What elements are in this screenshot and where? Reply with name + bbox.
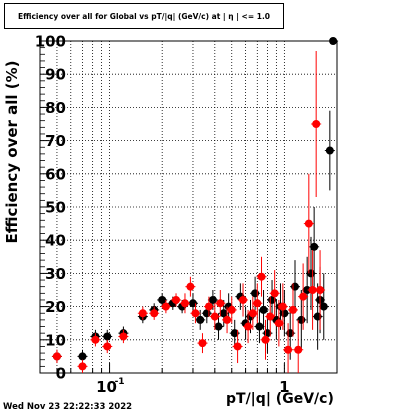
data-point (150, 309, 159, 318)
data-point (299, 292, 308, 301)
data-point (284, 345, 293, 354)
y-tick-label: 100 (35, 33, 66, 51)
data-point (204, 302, 213, 311)
data-point (227, 305, 236, 314)
data-point (278, 302, 287, 311)
data-point (52, 352, 61, 361)
data-point (186, 282, 195, 291)
data-point (288, 305, 297, 314)
data-point (274, 319, 283, 328)
data-point (223, 315, 232, 324)
data-point (103, 332, 112, 341)
data-point (257, 272, 266, 281)
y-tick-label: 70 (45, 132, 66, 150)
y-tick-label: 60 (45, 165, 66, 183)
series-layer (51, 37, 339, 373)
data-point (329, 37, 338, 45)
y-tick-label: 80 (45, 99, 66, 117)
data-point (280, 309, 289, 318)
y-tick-label: 20 (45, 298, 66, 316)
data-point (78, 352, 87, 361)
data-point (208, 295, 217, 304)
data-point (119, 332, 128, 341)
title-box: Efficiency over all for Global vs pT/|q|… (4, 3, 284, 29)
data-point (198, 339, 207, 348)
data-point (233, 342, 242, 351)
data-point (103, 342, 112, 351)
data-point (308, 286, 317, 294)
data-point (248, 309, 257, 318)
y-axis-label-box: Efficiency over all (%) (3, 60, 21, 244)
data-point (244, 322, 253, 331)
y-tick-label: 40 (45, 232, 66, 250)
plot-frame (39, 40, 338, 374)
data-point (290, 282, 299, 291)
data-point (304, 219, 313, 228)
x-axis-label: pT/|q| (GeV/c) (226, 391, 334, 407)
x-tick-label: 1 (279, 378, 289, 396)
data-point (255, 322, 264, 331)
data-point (216, 299, 225, 308)
y-axis-label: Efficiency over all (%) (3, 60, 21, 244)
data-point (270, 289, 279, 298)
data-point (253, 299, 262, 308)
data-point (196, 315, 205, 324)
data-point (266, 312, 275, 321)
data-point (214, 322, 223, 331)
data-point (180, 299, 189, 308)
data-point (312, 120, 321, 128)
data-point (294, 345, 303, 354)
data-point (172, 295, 181, 304)
y-tick-label: 50 (45, 199, 66, 217)
data-point (230, 329, 239, 338)
y-tick-label: 0 (56, 365, 66, 383)
data-point (261, 335, 270, 344)
data-point (251, 289, 260, 298)
y-tick-label: 30 (45, 265, 66, 283)
x-tick-label: 10 (96, 378, 117, 396)
timestamp: Wed Nov 23 22:22:33 2022 (3, 402, 133, 412)
data-point (161, 302, 170, 311)
data-point (219, 309, 228, 318)
x-axis-ticks: 10-1 1 (39, 363, 338, 396)
data-point (78, 362, 87, 371)
data-point (259, 305, 268, 314)
data-point (158, 295, 167, 304)
data-point (91, 335, 100, 344)
data-point (319, 302, 328, 311)
data-point (239, 295, 248, 304)
data-point (316, 286, 325, 294)
data-point (138, 309, 147, 318)
chart-title: Efficiency over all for Global vs pT/|q|… (17, 11, 271, 21)
data-point (310, 242, 319, 251)
data-point (325, 146, 334, 155)
data-point (210, 312, 219, 321)
y-tick-label: 90 (45, 66, 66, 84)
y-axis-ticks: 0 10 20 30 40 50 60 70 80 90 100 (35, 33, 66, 383)
data-point (191, 309, 200, 318)
series-1 (51, 50, 326, 373)
x-tick-label-exponent: -1 (115, 377, 125, 387)
y-tick-label: 10 (45, 331, 66, 349)
